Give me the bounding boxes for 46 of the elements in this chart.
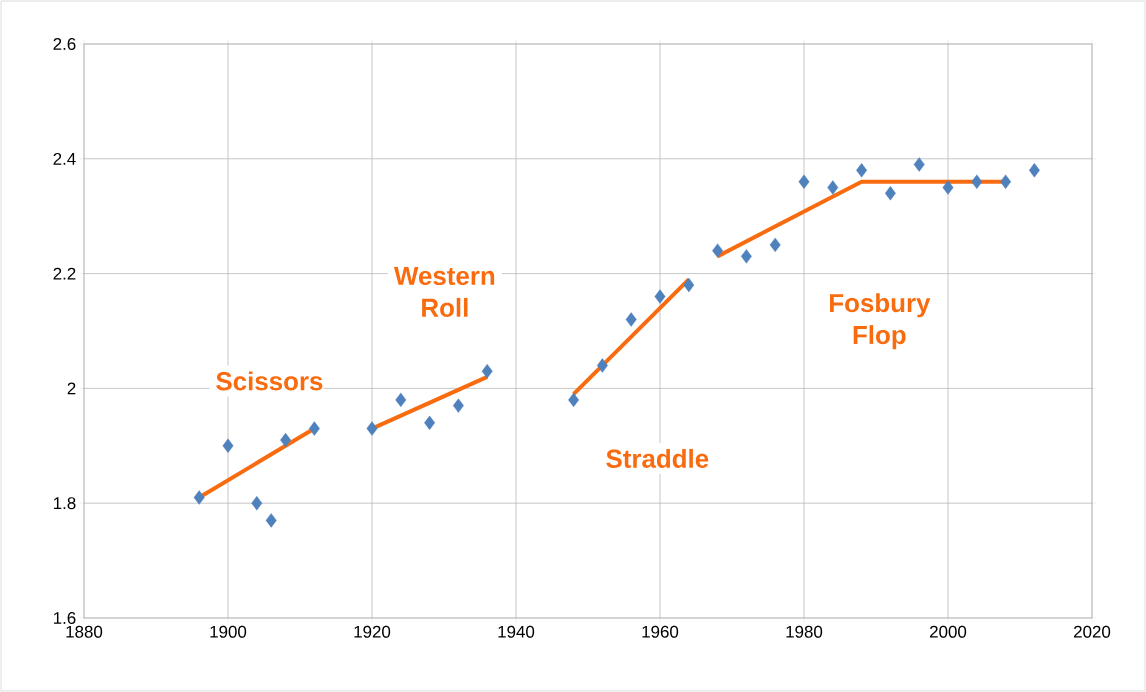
point (366, 421, 378, 436)
x-tick-label: 1940 (498, 625, 535, 638)
point (654, 289, 666, 304)
point (769, 237, 781, 253)
point (280, 432, 292, 448)
point (193, 490, 205, 505)
point (568, 392, 580, 408)
x-tick-label: 2020 (1074, 625, 1111, 638)
point (856, 163, 868, 178)
point (625, 312, 637, 327)
point (913, 157, 925, 172)
point (308, 421, 320, 436)
point (1000, 174, 1012, 189)
point (740, 249, 752, 264)
point (395, 392, 407, 408)
x-tick-label: 2000 (930, 625, 967, 638)
x-tick-label: 1880 (66, 625, 103, 638)
point (683, 277, 695, 293)
point (827, 180, 839, 195)
point (452, 398, 464, 413)
y-tick-label: 2 (67, 382, 76, 395)
y-tick-label: 2.2 (53, 267, 76, 280)
point (265, 513, 277, 528)
point (251, 496, 263, 511)
point (942, 180, 954, 195)
y-tick-label: 2.6 (53, 38, 76, 50)
point (596, 358, 608, 373)
point (1028, 163, 1040, 178)
x-tick-label: 1900 (210, 625, 247, 638)
x-tick-label: 1980 (786, 625, 823, 638)
point (222, 438, 234, 453)
y-tick-label: 1.6 (53, 612, 76, 624)
point (971, 174, 983, 189)
y-tick-label: 2.4 (53, 152, 76, 165)
x-tick-label: 1960 (642, 625, 679, 638)
y-tick-label: 1.8 (53, 497, 76, 510)
x-tick-label: 1920 (354, 625, 391, 638)
point (424, 415, 436, 431)
point (798, 174, 810, 189)
point (481, 364, 493, 379)
annotation: Fosbury Flop (830, 293, 931, 350)
annotation: Straddle (606, 448, 709, 468)
annotation: Western Roll (394, 266, 495, 317)
point (712, 243, 724, 258)
point (884, 186, 896, 201)
annotation: Scissors (216, 371, 323, 391)
